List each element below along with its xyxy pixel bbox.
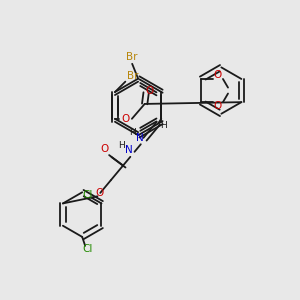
- Text: H: H: [118, 141, 124, 150]
- Text: O: O: [214, 70, 222, 80]
- Text: N: N: [136, 133, 143, 143]
- Text: Cl: Cl: [82, 244, 93, 254]
- Text: O: O: [100, 143, 109, 154]
- Text: Cl: Cl: [82, 190, 92, 200]
- Text: O: O: [96, 188, 104, 198]
- Text: Br: Br: [127, 71, 139, 81]
- Text: N: N: [125, 145, 133, 155]
- Text: Br: Br: [126, 52, 138, 62]
- Text: O: O: [214, 101, 222, 111]
- Text: H: H: [129, 128, 136, 137]
- Text: H: H: [160, 121, 167, 130]
- Text: O: O: [145, 85, 153, 96]
- Text: O: O: [122, 114, 130, 124]
